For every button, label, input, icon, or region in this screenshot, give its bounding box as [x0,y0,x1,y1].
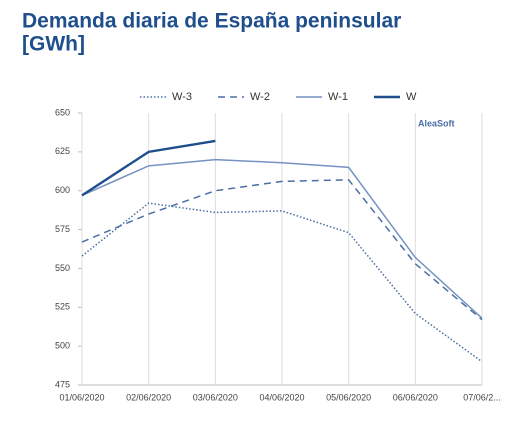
y-tick-label: 625 [55,146,70,156]
chart-title: Demanda diaria de España peninsular [22,10,401,33]
chart-title: [GWh] [22,33,85,56]
x-tick-label: 07/06/2... [463,392,501,402]
y-tick-label: 650 [55,107,70,117]
watermark: AleaSoft [418,118,455,128]
y-tick-label: 575 [55,224,70,234]
series-line [81,139,216,197]
series-line [81,179,483,321]
y-tick-label: 475 [55,379,70,389]
legend-label: W [406,91,417,103]
y-tick-label: 500 [55,341,70,351]
x-tick-label: 02/06/2020 [126,392,171,402]
y-tick-label: 525 [55,302,70,312]
x-tick-label: 03/06/2020 [193,392,238,402]
x-tick-label: 05/06/2020 [326,392,371,402]
legend-label: W-1 [328,91,348,103]
x-tick-label: 06/06/2020 [393,392,438,402]
y-tick-label: 550 [55,263,70,273]
legend-label: W-2 [250,91,270,103]
x-tick-label: 01/06/2020 [59,392,104,402]
series-line [81,202,483,363]
series-line [81,158,483,319]
y-tick-label: 600 [55,185,70,195]
x-tick-label: 04/06/2020 [259,392,304,402]
legend-label: W-3 [172,91,192,103]
